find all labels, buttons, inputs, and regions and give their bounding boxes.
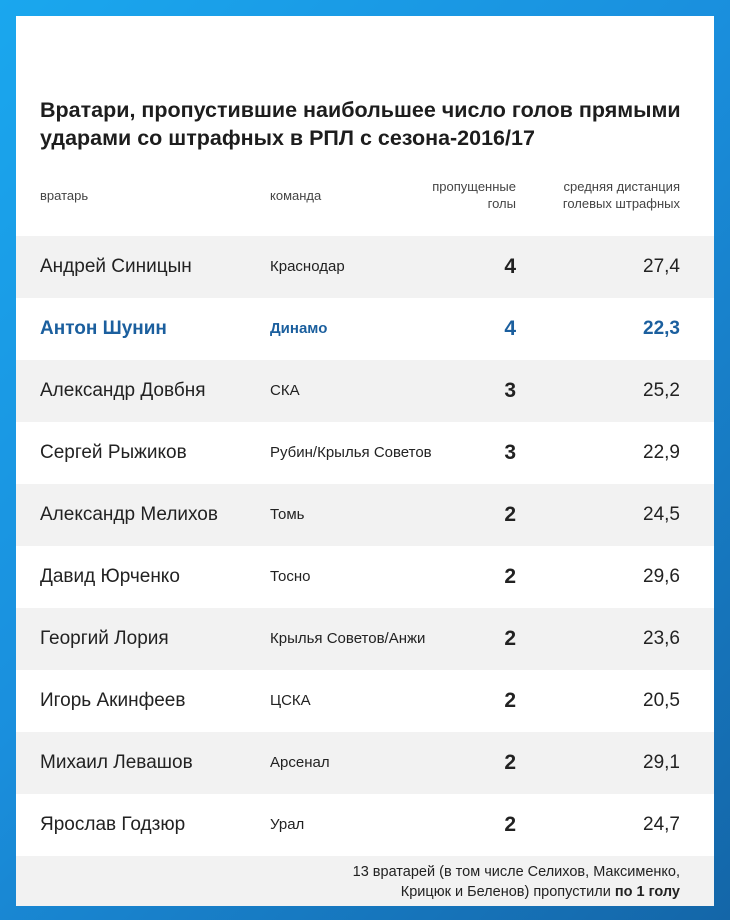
table-row: Сергей Рыжиков Рубин/Крылья Советов 3 22,9 [16,422,714,484]
table-row: Георгий Лория Крылья Советов/Анжи 2 23,6 [16,608,714,670]
goalkeeper-name: Игорь Акинфеев [40,690,186,711]
team-name: Динамо [270,320,328,337]
column-header-goalkeeper: вратарь [40,188,89,203]
table-row: Ярослав Годзюр Урал 2 24,7 [16,794,714,856]
goals-conceded-value: 2 [504,503,516,526]
table-row: Давид Юрченко Тосно 2 29,6 [16,546,714,608]
avg-distance-value: 29,6 [643,566,680,587]
table-row: Игорь Акинфеев ЦСКА 2 20,5 [16,670,714,732]
goals-conceded-value: 2 [504,689,516,712]
team-name: СКА [270,382,300,399]
avg-distance-value: 22,3 [643,318,680,339]
table-row: Андрей Синицын Краснодар 4 27,4 [16,236,714,298]
team-name: Рубин/Крылья Советов [270,444,432,461]
table-row: Михаил Левашов Арсенал 2 29,1 [16,732,714,794]
footnote: 13 вратарей (в том числе Селихов, Максим… [16,856,714,906]
team-name: Урал [270,816,305,833]
goals-conceded-value: 2 [504,627,516,650]
team-name: Тосно [270,568,311,585]
team-name: Краснодар [270,258,345,275]
team-name: Арсенал [270,754,330,771]
avg-distance-value: 23,6 [643,628,680,649]
goalkeeper-name: Сергей Рыжиков [40,442,187,463]
team-name: Крылья Советов/Анжи [270,630,426,647]
goalkeeper-name: Александр Довбня [40,380,206,401]
avg-distance-value: 20,5 [643,690,680,711]
avg-distance-value: 24,5 [643,504,680,525]
footnote-text: 13 вратарей (в том числе Селихов, Максим… [240,862,680,902]
footnote-emphasis: по 1 голу [614,884,680,900]
goalkeeper-name: Георгий Лория [40,628,169,649]
chart-title: Вратари, пропустившие наибольшее число г… [40,98,681,150]
goalkeeper-name: Давид Юрченко [40,566,180,587]
goals-conceded-value: 3 [504,441,516,464]
table-row: Александр Довбня СКА 3 25,2 [16,360,714,422]
table-body: Андрей Синицын Краснодар 4 27,4 Антон Шунин Д… [16,236,714,856]
avg-distance-value: 25,2 [643,380,680,401]
avg-distance-value: 22,9 [643,442,680,463]
goalkeeper-name: Антон Шунин [40,318,167,339]
goalkeeper-name: Ярослав Годзюр [40,814,186,835]
goals-conceded-value: 2 [504,751,516,774]
infographic-card: Вратари, пропустившие наибольшее число г… [16,16,714,906]
team-name: ЦСКА [270,692,311,709]
goals-conceded-value: 4 [504,317,516,340]
goals-conceded-value: 2 [504,565,516,588]
goalkeeper-name: Александр Мелихов [40,504,218,525]
table-row: Александр Мелихов Томь 2 24,5 [16,484,714,546]
goals-conceded-value: 4 [504,255,516,278]
goalkeeper-name: Андрей Синицын [40,256,192,277]
team-name: Томь [270,506,305,523]
avg-distance-value: 27,4 [643,256,680,277]
goals-conceded-value: 3 [504,379,516,402]
footnote-line-1: 13 вратарей (в том числе Селихов, Максим… [352,864,680,880]
goals-conceded-value: 2 [504,813,516,836]
avg-distance-value: 24,7 [643,814,680,835]
column-header-distance: средняя дистанция голевых штрафных [562,179,680,211]
goalkeeper-name: Михаил Левашов [40,752,193,773]
column-header-team: команда [270,188,322,203]
footnote-line-2: Крицюк и Беленов) пропустили [400,884,615,900]
column-header-goals: пропущенные голы [432,179,516,211]
table-row: Антон Шунин Динамо 4 22,3 [16,298,714,360]
avg-distance-value: 29,1 [643,752,680,773]
